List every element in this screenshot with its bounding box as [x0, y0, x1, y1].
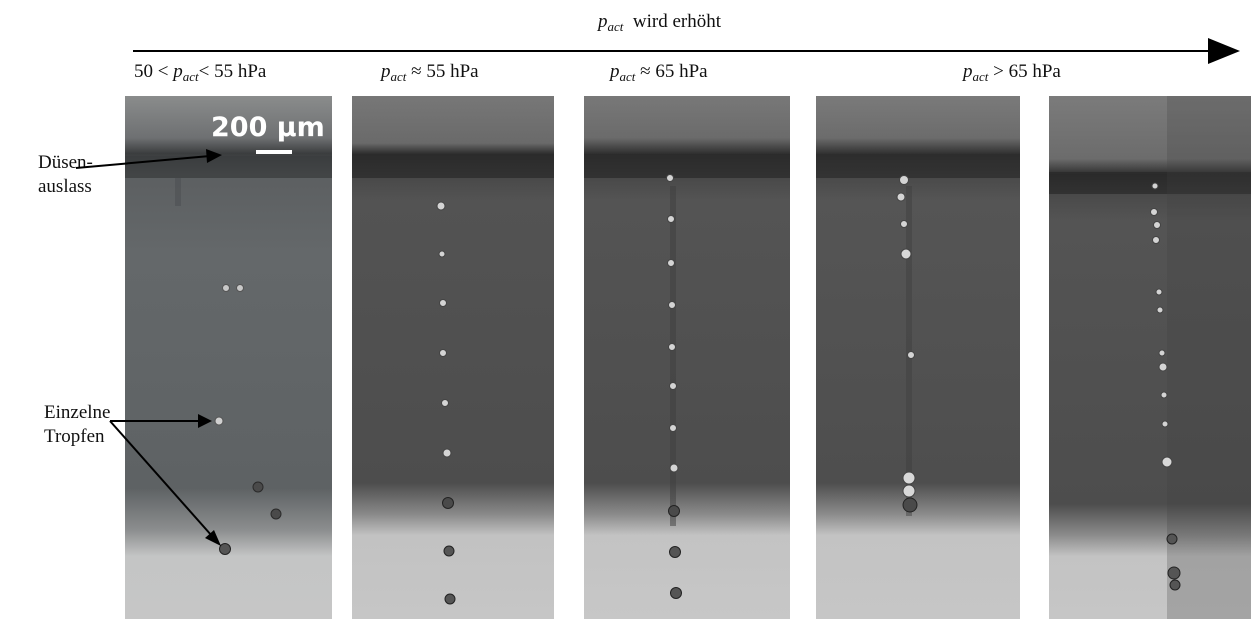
droplet [667, 215, 675, 223]
droplet [214, 416, 224, 426]
droplet [667, 259, 675, 267]
droplet [439, 349, 447, 357]
droplet [1151, 182, 1159, 190]
droplet [1150, 208, 1158, 216]
droplets-panel-1 [214, 284, 282, 555]
droplet [442, 448, 452, 458]
droplet [669, 382, 677, 390]
condition-sub: act [619, 69, 636, 84]
droplet [1167, 566, 1181, 580]
droplet [270, 508, 282, 520]
droplet [438, 250, 446, 258]
droplet [1166, 533, 1178, 545]
droplet [436, 201, 446, 211]
condition-post: ≈ 55 hPa [406, 61, 479, 82]
condition-label-1: 50 < pact< 55 hPa [134, 62, 266, 83]
condition-var: p [173, 61, 183, 82]
droplet [900, 248, 912, 260]
droplet [441, 399, 449, 407]
droplet [669, 546, 681, 558]
image-panel-1 [125, 96, 332, 619]
single-drops-label-line2: Tropfen [44, 426, 105, 447]
scale-bar-label: 200 µm [211, 112, 325, 143]
droplet [1158, 362, 1168, 372]
condition-post: < 55 hPa [198, 61, 267, 82]
droplet [668, 301, 676, 309]
droplets-panel-3 [666, 174, 682, 599]
droplet [902, 497, 918, 513]
condition-sub: act [390, 69, 407, 84]
droplet [252, 481, 264, 493]
arrow-label-var: p [598, 11, 608, 32]
droplet [1169, 579, 1181, 591]
image-panel-4 [816, 96, 1020, 619]
condition-post: ≈ 65 hPa [635, 61, 708, 82]
condition-post: > 65 hPa [988, 61, 1061, 82]
droplet [902, 471, 916, 485]
pressure-arrow-head [1208, 38, 1240, 64]
nozzle-outlet-label-line2: auslass [38, 176, 92, 197]
droplet [219, 543, 231, 555]
droplet [443, 545, 455, 557]
droplets-panel-4 [896, 175, 918, 513]
droplet [1160, 391, 1168, 399]
pressure-arrow [133, 38, 1240, 64]
image-panel-2 [352, 96, 554, 619]
condition-label-3: pact ≈ 65 hPa [610, 62, 708, 83]
droplet [899, 175, 909, 185]
droplet [669, 463, 679, 473]
droplet [1153, 221, 1161, 229]
droplet [1156, 306, 1164, 314]
single-drops-arrow-1 [110, 414, 212, 428]
droplet [902, 484, 916, 498]
arrow-label: pact wird erhöht [598, 12, 721, 33]
condition-var: p [381, 61, 391, 82]
droplets-panel-2 [436, 201, 456, 605]
condition-label-2: pact ≈ 55 hPa [381, 62, 479, 83]
condition-var: p [963, 61, 973, 82]
arrow-label-sub: act [607, 19, 624, 34]
droplet [669, 424, 677, 432]
scale-bar [256, 150, 292, 154]
droplet [1161, 420, 1169, 428]
arrow-label-text: wird erhöht [632, 11, 722, 32]
condition-pre: 50 < [134, 61, 174, 82]
droplet [236, 284, 244, 292]
droplet [668, 343, 676, 351]
single-drops-arrow-2 [109, 420, 221, 546]
droplet [670, 587, 682, 599]
condition-var: p [610, 61, 620, 82]
droplet [668, 505, 680, 517]
single-drops-label: Einzelne Tropfen [44, 401, 110, 449]
image-panel-5 [1049, 96, 1251, 619]
droplet [444, 593, 456, 605]
droplet [439, 299, 447, 307]
condition-sub: act [972, 69, 989, 84]
droplet [896, 192, 906, 202]
droplet [900, 220, 908, 228]
droplet [1158, 349, 1166, 357]
nozzle-arrow [75, 149, 222, 169]
droplet [666, 174, 674, 182]
droplet [1155, 288, 1163, 296]
image-panel-3 [584, 96, 790, 619]
condition-label-4: pact > 65 hPa [963, 62, 1061, 83]
droplet [1152, 236, 1160, 244]
condition-sub: act [182, 69, 199, 84]
droplet [907, 351, 915, 359]
droplet [1161, 456, 1173, 468]
droplets-panel-5 [1150, 182, 1181, 591]
droplet [442, 497, 454, 509]
droplet [222, 284, 230, 292]
single-drops-label-line1: Einzelne [44, 402, 111, 423]
